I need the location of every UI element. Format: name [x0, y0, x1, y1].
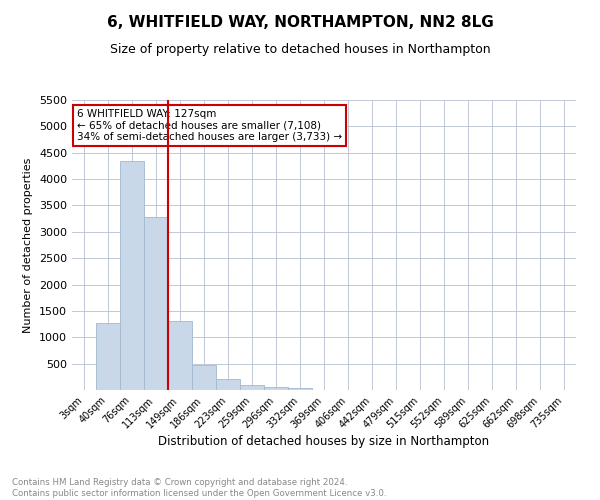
Bar [264, 387, 288, 390]
Bar [240, 386, 264, 390]
Text: 6 WHITFIELD WAY: 127sqm
← 65% of detached houses are smaller (7,108)
34% of semi: 6 WHITFIELD WAY: 127sqm ← 65% of detache… [77, 108, 342, 142]
Text: Contains HM Land Registry data © Crown copyright and database right 2024.
Contai: Contains HM Land Registry data © Crown c… [12, 478, 386, 498]
Bar [168, 322, 192, 390]
Bar [288, 388, 312, 390]
Bar [96, 323, 120, 390]
Bar [120, 160, 144, 390]
Bar [192, 364, 216, 390]
X-axis label: Distribution of detached houses by size in Northampton: Distribution of detached houses by size … [158, 436, 490, 448]
Bar [144, 217, 168, 390]
Bar [216, 380, 240, 390]
Y-axis label: Number of detached properties: Number of detached properties [23, 158, 34, 332]
Text: Size of property relative to detached houses in Northampton: Size of property relative to detached ho… [110, 42, 490, 56]
Text: 6, WHITFIELD WAY, NORTHAMPTON, NN2 8LG: 6, WHITFIELD WAY, NORTHAMPTON, NN2 8LG [107, 15, 493, 30]
